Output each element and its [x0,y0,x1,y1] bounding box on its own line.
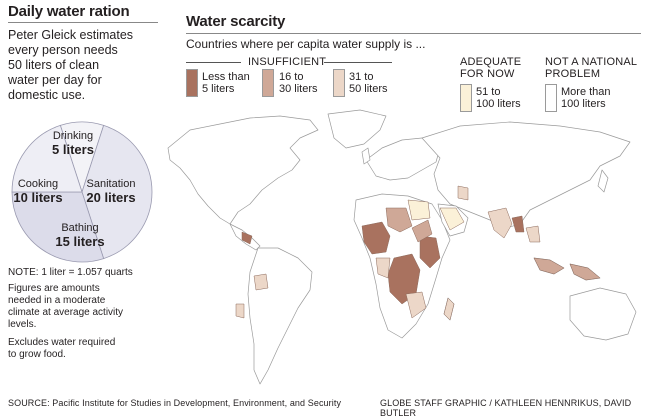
pie-label-sanitation: Sanitation 20 liters [86,178,136,205]
map-region-16-30 [569,263,601,281]
note: NOTE: 1 liter = 1.057 quarts [8,267,133,278]
insufficient-label: INSUFFICIENT [248,56,327,68]
ration-title-rule [8,22,158,23]
legend-label-31-50: 31 to 50 liters [349,71,388,95]
map-region-31-50 [235,303,245,319]
legend-swatch-31-50 [333,69,345,97]
pie-slice-cooking [11,124,83,193]
map-australia [569,287,637,341]
map-region-51-100 [407,199,431,221]
map-north-america [167,115,319,225]
excludes-note: Excludes water required to grow food. [8,337,116,360]
pie-label-bathing: Bathing 15 liters [55,222,105,249]
legend-label-gt100: More than 100 liters [561,86,611,110]
map-region-31-50 [443,297,455,321]
map-region-31-50 [375,257,391,279]
legend-swatch-lt5 [186,69,198,97]
map-europe [365,137,441,181]
pie-label-cooking: Cooking 10 liters [13,178,63,205]
map-region-lt5 [241,231,253,245]
intro-line: water per day for [8,73,102,87]
legend-label-lt5: Less than 5 liters [202,71,250,95]
ration-intro: Peter Gleick estimates every person need… [8,28,133,103]
map-japan [597,169,609,193]
pie-slice-bathing [11,191,105,263]
legend-swatch-gt100 [545,84,557,112]
ration-pie-chart [11,121,153,263]
map-title-rule [186,33,641,34]
insufficient-rule-left [186,62,241,63]
map-region-31-50 [253,273,269,291]
legend-swatch-51-100 [460,84,472,112]
map-region-16-30 [385,207,413,233]
map-region-16-30 [411,219,433,243]
map-region-31-50 [525,225,541,243]
map-asia [421,121,631,229]
intro-line: 50 liters of clean [8,58,100,72]
map-region-lt5 [419,235,441,269]
legend-swatch-16-30 [262,69,274,97]
intro-line: domestic use. [8,88,86,102]
source-line: SOURCE: Pacific Institute for Studies in… [8,398,342,408]
map-subtitle: Countries where per capita water supply … [186,37,426,51]
credit-line: GLOBE STAFF GRAPHIC / KATHLEEN HENNRIKUS… [380,398,632,418]
intro-line: Peter Gleick estimates [8,28,134,42]
map-region-lt5 [361,221,391,255]
map-uk [361,147,371,165]
map-region-31-50 [457,185,469,201]
figures-note: Figures are amounts needed in a moderate… [8,283,124,330]
map-title: Water scarcity [186,13,286,30]
intro-line: every person needs [8,43,118,57]
ration-title: Daily water ration [8,3,130,20]
not-problem-label: NOT A NATIONAL PROBLEM [545,56,638,80]
map-region-51-100 [439,207,465,231]
map-region-31-50 [487,207,513,239]
map-region-31-50 [405,291,427,319]
map-region-16-30 [533,257,565,275]
pie-label-drinking: Drinking 5 liters [52,130,94,157]
map-south-america [247,247,313,385]
insufficient-rule-right [324,62,392,63]
legend-label-51-100: 51 to 100 liters [476,86,521,110]
legend-label-16-30: 16 to 30 liters [279,71,318,95]
map-region-lt5 [511,215,525,233]
world-map [167,109,637,385]
map-greenland [327,109,387,149]
pie-slice-sanitation [81,124,153,260]
adequate-label: ADEQUATE FOR NOW [460,56,522,80]
